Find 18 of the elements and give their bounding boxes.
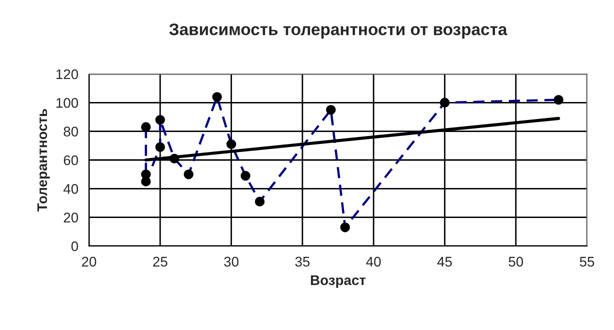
chart-title: Зависимость толерантности от возраста [169,23,508,39]
x-tick-label: 55 [580,256,594,267]
x-tick-label: 25 [153,256,168,267]
x-axis-title: Возраст [310,275,366,288]
x-tick-label: 30 [224,256,238,267]
y-tick-label: 20 [64,212,78,223]
y-tick-label: 100 [56,98,78,108]
y-tick-label: 80 [64,126,78,137]
y-tick-label: 40 [63,184,78,194]
x-tick-label: 45 [437,256,452,267]
x-tick-label: 40 [366,256,381,267]
x-tick-label: 50 [508,256,524,267]
y-tick-label: 60 [64,155,78,166]
y-tick-label: 120 [56,69,78,80]
y-axis-title: Толерантность [37,108,50,212]
x-tick-label: 35 [295,256,310,267]
y-tick-label: 0 [71,241,78,252]
x-tick-label: 20 [82,256,96,267]
